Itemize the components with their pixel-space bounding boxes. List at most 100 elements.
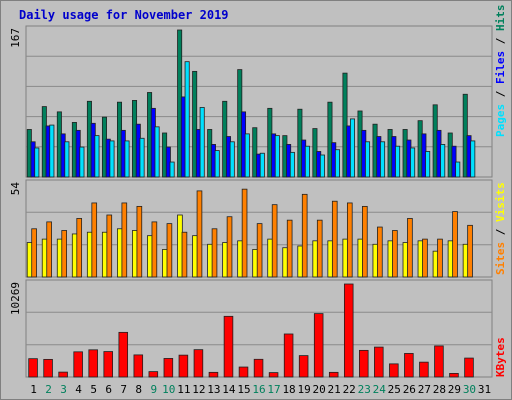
sites-bar [271, 204, 278, 278]
visits-bar [207, 243, 213, 278]
visits-bar [312, 240, 319, 278]
kbytes-bar [449, 373, 459, 378]
visits-bar [56, 238, 63, 278]
chart-title: Daily usage for November 2019 [19, 8, 229, 22]
sites-bar [226, 216, 233, 278]
kbytes-bar [163, 358, 174, 378]
hits-bar [342, 72, 348, 178]
kbytes-bar [313, 313, 324, 378]
visits-bar [222, 242, 228, 278]
pages-bar [199, 107, 205, 178]
x-tick-label: 8 [135, 383, 142, 396]
kbytes-bar [208, 371, 219, 378]
pages-bar [109, 140, 115, 178]
kbytes-bar [43, 358, 53, 378]
x-tick-label: 19 [297, 383, 310, 396]
sites-bar [286, 219, 293, 278]
legend-kbytes: KBytes [494, 337, 507, 377]
y-max-label: 167 [9, 28, 22, 48]
x-tick-label: 18 [282, 383, 295, 396]
x-tick-label: 16 [252, 383, 265, 396]
visits-bar [86, 231, 93, 278]
kbytes-bar [223, 315, 234, 378]
pages-bar [365, 141, 371, 178]
sites-bar [76, 218, 83, 278]
x-tick-label: 23 [358, 383, 371, 396]
x-tick-label: 10 [162, 383, 175, 396]
sites-bar [392, 230, 398, 278]
kbytes-bar [73, 351, 83, 378]
hits-bar [192, 70, 198, 178]
pages-bar [395, 145, 401, 178]
visits-bar [297, 245, 303, 278]
x-tick-label: 25 [388, 383, 401, 396]
x-tick-label: 3 [60, 383, 67, 396]
x-tick-label: 5 [90, 383, 97, 396]
y-max-label: 10269 [9, 282, 22, 315]
y-max-label: 54 [9, 182, 22, 196]
pages-bar [124, 140, 130, 178]
pages-bar [154, 126, 160, 178]
x-tick-label: 1 [30, 383, 37, 396]
kbytes-bar [343, 283, 354, 378]
visits-bar [132, 230, 138, 278]
sites-bar [362, 205, 368, 278]
kbytes-bar [148, 371, 159, 378]
x-tick-label: 13 [207, 383, 220, 396]
x-tick-label: 12 [192, 383, 205, 396]
x-tick-label: 28 [433, 383, 446, 396]
sites-bar [346, 202, 353, 278]
sites-bar [301, 193, 308, 278]
visits-bar [462, 243, 469, 278]
pages-bar [34, 147, 40, 178]
x-tick-label: 15 [237, 383, 250, 396]
visits-bar [192, 235, 198, 278]
files-bar [451, 145, 457, 178]
sites-bar [316, 219, 323, 278]
kbytes-bar [283, 333, 294, 378]
pages-bar [259, 152, 265, 178]
pages-bar [79, 146, 85, 178]
x-tick-label: 7 [120, 383, 127, 396]
legend-hits-files-pages: Pages / Files / Hits [494, 5, 507, 138]
x-tick-label: 17 [267, 383, 280, 396]
x-tick-label: 20 [313, 383, 326, 396]
sites-bar [151, 221, 158, 278]
kbytes-bar [419, 361, 429, 378]
sites-bar [407, 218, 413, 278]
visits-bar [417, 240, 424, 278]
kbytes-bar [389, 363, 399, 378]
visits-bar [41, 238, 48, 278]
sites-bar [256, 223, 263, 278]
kbytes-bar [359, 349, 369, 378]
visits-bar [252, 249, 258, 278]
visits-bar [402, 242, 409, 278]
sites-bar [452, 211, 458, 278]
sites-bar [166, 223, 173, 278]
kbytes-bar [88, 349, 98, 378]
pages-bar [380, 141, 386, 178]
kbytes-bar [103, 351, 113, 378]
kbytes-bar [178, 354, 189, 378]
visits-bar [387, 240, 394, 278]
legend-visits-sites: Sites / Visits [494, 182, 507, 275]
sites-bar [121, 202, 128, 278]
kbytes-bar [58, 371, 68, 378]
pages-bar [64, 141, 70, 178]
x-tick-label: 30 [463, 383, 476, 396]
sites-bar [467, 224, 473, 278]
pages-bar [49, 124, 55, 178]
pages-bar [229, 141, 235, 178]
visits-bar [267, 238, 273, 278]
kbytes-bar [28, 358, 38, 378]
pages-bar [184, 61, 190, 178]
visits-bar [327, 240, 334, 278]
pages-bar [425, 151, 431, 178]
visits-bar [71, 233, 78, 278]
kbytes-bar [434, 345, 444, 378]
kbytes-bar [464, 357, 474, 378]
kbytes-bar [298, 355, 309, 378]
pages-bar [410, 147, 416, 178]
pages-bar [455, 161, 461, 178]
pages-bar [289, 151, 295, 178]
